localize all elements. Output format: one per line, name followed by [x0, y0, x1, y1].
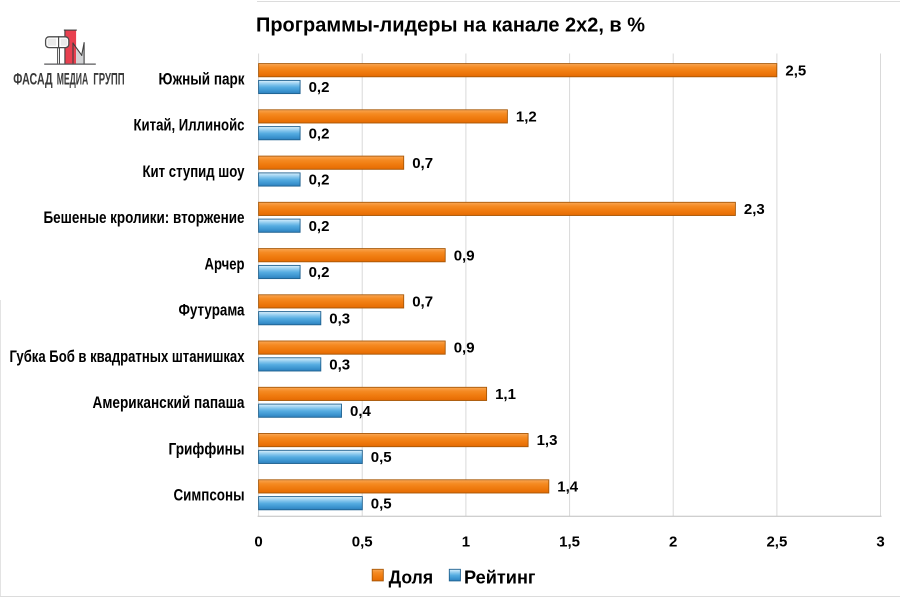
svg-text:МЕДИА: МЕДИА — [57, 70, 88, 89]
svg-text:1,5: 1,5 — [559, 534, 580, 551]
svg-text:0,3: 0,3 — [329, 310, 350, 327]
svg-text:Американский папаша: Американский папаша — [93, 394, 246, 412]
svg-text:Симпсоны: Симпсоны — [174, 487, 245, 505]
svg-text:Китай, Иллинойс: Китай, Иллинойс — [134, 117, 245, 135]
svg-text:2,5: 2,5 — [785, 62, 806, 79]
svg-text:0,9: 0,9 — [454, 247, 475, 264]
svg-text:1,3: 1,3 — [537, 432, 558, 449]
svg-text:Гриффины: Гриффины — [169, 440, 245, 458]
svg-text:2: 2 — [669, 534, 677, 551]
svg-text:Южный парк: Южный парк — [159, 71, 246, 89]
svg-text:Кит ступид шоу: Кит ступид шоу — [143, 163, 245, 181]
svg-text:1: 1 — [462, 534, 470, 551]
svg-text:0,5: 0,5 — [371, 449, 392, 466]
svg-text:0,2: 0,2 — [309, 79, 330, 96]
svg-text:ГРУПП: ГРУПП — [93, 70, 124, 89]
svg-text:3: 3 — [876, 534, 884, 551]
svg-text:0,9: 0,9 — [454, 340, 475, 357]
svg-text:Доля: Доля — [389, 566, 434, 587]
svg-text:0,2: 0,2 — [309, 218, 330, 235]
svg-text:2,3: 2,3 — [744, 201, 765, 218]
svg-text:0: 0 — [254, 534, 262, 551]
svg-text:0,2: 0,2 — [309, 172, 330, 189]
svg-text:Программы-лидеры на канале 2х2: Программы-лидеры на канале 2х2, в % — [256, 14, 645, 37]
svg-text:0,7: 0,7 — [412, 155, 433, 172]
svg-text:2,5: 2,5 — [766, 534, 787, 551]
svg-text:0,3: 0,3 — [329, 357, 350, 374]
svg-text:0,4: 0,4 — [350, 403, 372, 420]
svg-text:Рейтинг: Рейтинг — [464, 566, 536, 587]
svg-text:0,5: 0,5 — [371, 495, 392, 512]
svg-text:1,4: 1,4 — [557, 479, 579, 496]
svg-text:ФАСАД: ФАСАД — [13, 70, 52, 89]
svg-text:0,2: 0,2 — [309, 125, 330, 142]
svg-text:Арчер: Арчер — [205, 256, 245, 274]
svg-text:Губка Боб в квадратных штанишк: Губка Боб в квадратных штанишках — [10, 348, 245, 366]
svg-text:1,2: 1,2 — [516, 109, 537, 126]
svg-text:0,2: 0,2 — [309, 264, 330, 281]
svg-text:0,7: 0,7 — [412, 294, 433, 311]
svg-text:Бешеные кролики: вторжение: Бешеные кролики: вторжение — [44, 209, 245, 227]
svg-text:Футурама: Футурама — [179, 302, 246, 320]
svg-text:1,1: 1,1 — [495, 386, 516, 403]
svg-text:0,5: 0,5 — [352, 534, 373, 551]
